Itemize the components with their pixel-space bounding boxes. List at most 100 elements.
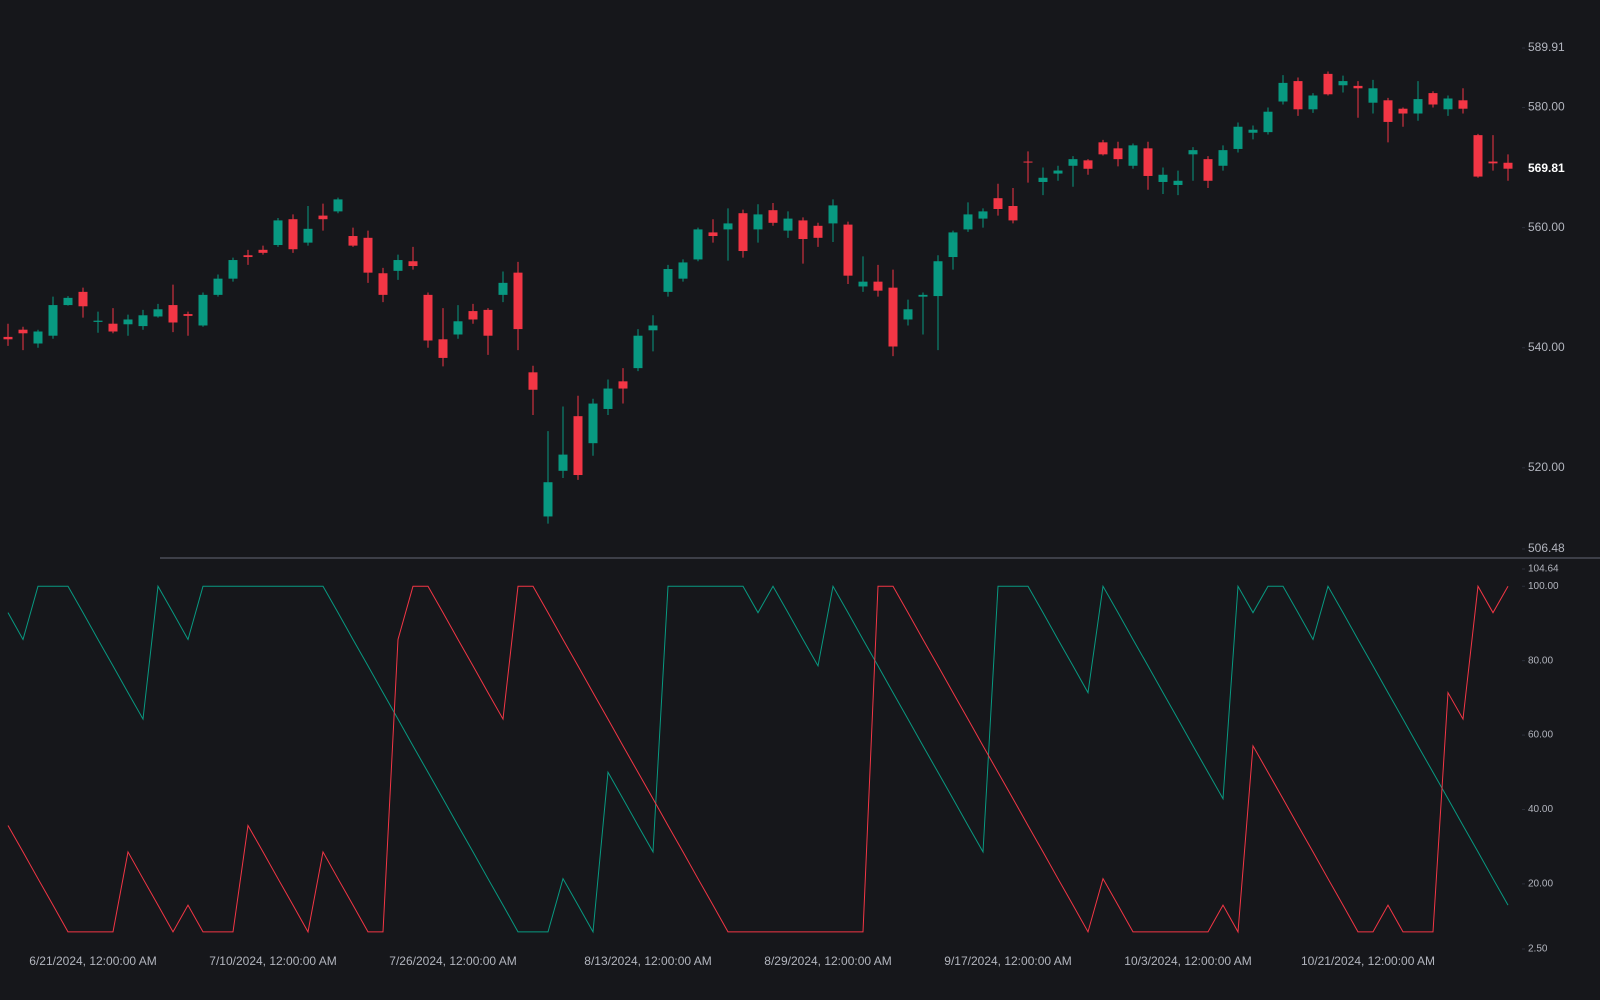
y-tick-label: 20.00 xyxy=(1528,879,1553,890)
candle-body xyxy=(1308,95,1318,110)
candle-body xyxy=(468,311,478,320)
candle-body xyxy=(48,305,58,336)
candle-body xyxy=(63,297,73,306)
candle-body xyxy=(993,198,1003,209)
y-tick-label: 100.00 xyxy=(1528,581,1559,592)
candle-body xyxy=(948,232,958,258)
candle-body xyxy=(378,273,388,295)
y-tick-label: 589.91 xyxy=(1528,40,1565,54)
x-tick-label: 8/29/2024, 12:00:00 AM xyxy=(764,954,891,968)
candle-body xyxy=(363,237,373,273)
candle-body xyxy=(168,305,178,323)
candle-body xyxy=(813,225,823,238)
candle-body xyxy=(1383,100,1393,122)
y-tick-label: 506.48 xyxy=(1528,541,1565,555)
candle-body xyxy=(258,249,268,253)
candle-body xyxy=(918,294,928,297)
last-price-label: 569.81 xyxy=(1528,161,1565,175)
candle-body xyxy=(93,320,103,322)
candle-body xyxy=(213,278,223,295)
candle-body xyxy=(1368,88,1378,103)
candle-body xyxy=(1293,81,1303,110)
candle-body xyxy=(933,261,943,297)
x-tick-label: 7/10/2024, 12:00:00 AM xyxy=(209,954,336,968)
x-tick-label: 9/17/2024, 12:00:00 AM xyxy=(944,954,1071,968)
candle-body xyxy=(1158,174,1168,182)
candle-body xyxy=(393,260,403,271)
candle-body xyxy=(738,213,748,252)
y-tick-label: 40.00 xyxy=(1528,804,1553,815)
y-tick-label: 580.00 xyxy=(1528,100,1565,114)
y-tick-label: 104.64 xyxy=(1528,564,1559,575)
candle-body xyxy=(198,294,208,326)
candle-body xyxy=(1248,129,1258,133)
candle-body xyxy=(288,219,298,250)
candle-body xyxy=(1353,85,1363,89)
candle-body xyxy=(543,482,553,517)
candle-body xyxy=(1443,98,1453,110)
candle-body xyxy=(768,210,778,223)
candle-body xyxy=(1278,82,1288,102)
candle-body xyxy=(843,224,853,276)
candle-body xyxy=(78,291,88,307)
x-tick-label: 8/13/2024, 12:00:00 AM xyxy=(584,954,711,968)
candle-body xyxy=(1068,159,1078,166)
candle-body xyxy=(1143,148,1153,176)
candle-body xyxy=(408,261,418,267)
y-tick-label: 2.50 xyxy=(1528,944,1548,955)
candle-body xyxy=(1488,161,1498,164)
candle-body xyxy=(1473,135,1483,177)
candle-body xyxy=(1083,160,1093,169)
candle-body xyxy=(1218,150,1228,166)
candle-body xyxy=(183,314,193,316)
candle-body xyxy=(858,281,868,287)
candle-body xyxy=(978,211,988,219)
candle-body xyxy=(828,205,838,224)
candle-body xyxy=(33,331,43,344)
candle-body xyxy=(423,294,433,341)
y-tick-label: 540.00 xyxy=(1528,340,1565,354)
candle-body xyxy=(483,309,493,336)
x-tick-label: 7/26/2024, 12:00:00 AM xyxy=(389,954,516,968)
candle-body xyxy=(618,381,628,389)
candle-body xyxy=(723,223,733,230)
candle-body xyxy=(123,319,133,325)
candle-body xyxy=(693,229,703,260)
y-tick-label: 60.00 xyxy=(1528,730,1553,741)
candle-body xyxy=(348,236,358,246)
candle-body xyxy=(903,309,913,320)
candle-body xyxy=(1338,81,1348,86)
indicator-line xyxy=(7,584,1509,934)
candle-body xyxy=(273,220,283,246)
candle-body xyxy=(603,388,613,409)
candle-body xyxy=(1323,73,1333,95)
candle-body xyxy=(1008,205,1018,221)
y-tick-label: 560.00 xyxy=(1528,220,1565,234)
candle-body xyxy=(783,218,793,231)
candle-body xyxy=(1503,162,1513,169)
candle-body xyxy=(498,282,508,295)
candle-body xyxy=(1038,177,1048,182)
candle-body xyxy=(318,215,328,220)
candle-body xyxy=(798,220,808,240)
candle-body xyxy=(963,214,973,230)
candle-body xyxy=(573,416,583,476)
x-tick-label: 10/3/2024, 12:00:00 AM xyxy=(1124,954,1251,968)
candle-body xyxy=(1173,180,1183,185)
candle-body xyxy=(588,403,598,444)
candle-body xyxy=(528,372,538,390)
candle-body xyxy=(18,329,28,334)
candle-body xyxy=(1128,145,1138,166)
x-tick-label: 6/21/2024, 12:00:00 AM xyxy=(29,954,156,968)
candle-body xyxy=(453,321,463,335)
candle-body xyxy=(1188,150,1198,155)
candle-body xyxy=(3,336,13,340)
candle-body xyxy=(648,325,658,331)
candle-body xyxy=(873,281,883,291)
candle-body xyxy=(1203,159,1213,181)
candle-body xyxy=(1233,126,1243,149)
candle-body xyxy=(108,323,118,332)
